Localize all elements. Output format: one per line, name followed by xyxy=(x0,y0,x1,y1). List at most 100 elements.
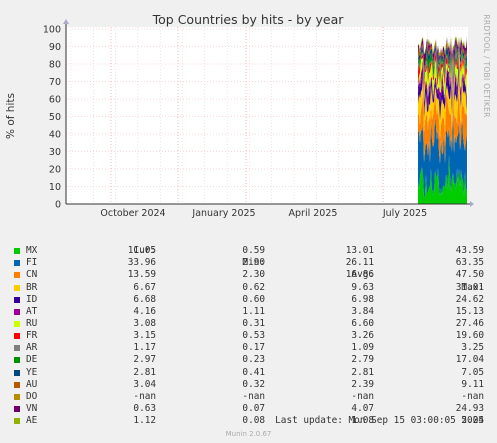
legend-row-ar: AR 1.17 0.17 1.09 3.25 xyxy=(0,342,497,354)
y-tick-label: 50 xyxy=(49,112,61,123)
legend-min: 2.90 xyxy=(242,257,265,269)
legend-name: RU xyxy=(26,317,38,329)
area-fi xyxy=(418,107,467,199)
y-tick-label: 10 xyxy=(49,182,61,193)
legend-min: 1.11 xyxy=(242,305,265,317)
legend-cur: 2.97 xyxy=(133,354,156,366)
legend-name: AU xyxy=(26,378,38,390)
area-de xyxy=(418,45,467,86)
legend-name: ID xyxy=(26,293,38,305)
legend-row-at: AT 4.16 1.11 3.84 15.13 xyxy=(0,306,497,318)
legend-max: 17.04 xyxy=(455,354,484,366)
legend-row-ye: YE 2.81 0.41 2.81 7.05 xyxy=(0,367,497,379)
legend-name: AR xyxy=(26,342,38,354)
y-axis-label: % of hits xyxy=(5,93,17,139)
legend-cur: 6.68 xyxy=(133,293,156,305)
y-tick-label: 90 xyxy=(49,42,61,53)
legend-max: 63.35 xyxy=(455,257,484,269)
legend-max: 24.62 xyxy=(455,293,484,305)
area-br xyxy=(418,68,467,140)
legend-name: FR xyxy=(26,330,38,342)
legend-name: YE xyxy=(26,366,38,378)
legend-row-vn: VN 0.63 0.07 4.07 24.93 xyxy=(0,403,497,415)
legend-swatch xyxy=(14,284,20,291)
legend-max: 47.50 xyxy=(455,269,484,281)
legend-min: 0.53 xyxy=(242,330,265,342)
legend-name: FI xyxy=(26,257,38,269)
legend-avg: 13.01 xyxy=(345,245,374,257)
legend-name: CN xyxy=(26,269,38,281)
legend-avg: 6.60 xyxy=(351,317,374,329)
legend-min: -nan xyxy=(242,390,265,402)
legend-swatch xyxy=(14,357,20,364)
y-tick-label: 0 xyxy=(55,200,61,211)
legend-avg: 26.11 xyxy=(345,257,374,269)
area-at xyxy=(418,55,467,114)
legend-min: 0.07 xyxy=(242,402,265,414)
legend-min: 0.59 xyxy=(242,245,265,257)
y-tick-label: 20 xyxy=(49,165,61,176)
legend-name: AE xyxy=(26,415,38,427)
legend-cur: 1.17 xyxy=(133,342,156,354)
rrdtool-credit: RRDTOOL / TOBI OETIKER xyxy=(482,14,491,117)
legend-row-mx: MX 11.05 0.59 13.01 43.59 xyxy=(0,245,497,257)
legend-min: 0.41 xyxy=(242,366,265,378)
area-mx xyxy=(418,154,467,204)
y-tick-label: 100 xyxy=(43,25,61,36)
y-axis-ticks: 0 10 20 30 40 50 60 70 80 90 100 xyxy=(43,25,61,211)
legend-swatch xyxy=(14,260,20,267)
legend-cur: 6.67 xyxy=(133,281,156,293)
legend-swatch xyxy=(14,381,20,388)
legend-max: 43.59 xyxy=(455,245,484,257)
area-id xyxy=(418,59,467,121)
legend-cur: 2.81 xyxy=(133,366,156,378)
legend-max: -nan xyxy=(461,390,484,402)
area-vn xyxy=(418,37,467,68)
legend-avg: 2.79 xyxy=(351,354,374,366)
legend-row-do: DO -nan -nan -nan -nan xyxy=(0,391,497,403)
legend-min: 0.17 xyxy=(242,342,265,354)
legend-min: 0.62 xyxy=(242,281,265,293)
header-avg: Avg: xyxy=(351,269,374,281)
area-cn xyxy=(418,91,467,164)
legend-max: 5.04 xyxy=(461,415,484,427)
plot-area xyxy=(66,27,468,204)
legend-avg: 2.39 xyxy=(351,378,374,390)
legend-swatch xyxy=(14,296,20,303)
legend-cur: 13.59 xyxy=(127,269,156,281)
legend-min: 0.32 xyxy=(242,378,265,390)
legend-row-ae: AE 1.12 0.08 1.08 5.04 xyxy=(0,415,497,427)
legend-cur: 0.63 xyxy=(133,402,156,414)
y-tick-label: 80 xyxy=(49,60,61,71)
legend-swatch xyxy=(14,320,20,327)
legend-cur: 33.96 xyxy=(127,257,156,269)
x-tick-label: April 2025 xyxy=(289,208,338,219)
legend-swatch xyxy=(14,248,20,255)
legend-avg: 3.84 xyxy=(351,305,374,317)
x-axis-ticks: October 2024 January 2025 April 2025 July 2… xyxy=(100,208,427,219)
legend-name: MX xyxy=(26,245,38,257)
legend-avg: 1.08 xyxy=(351,415,374,427)
legend-row-cn: CN 13.59 2.30 16.86 47.50 xyxy=(0,269,497,281)
last-update: Last update: Mon Sep 15 03:00:05 2025 xyxy=(275,415,484,426)
legend-cur: 1.12 xyxy=(133,415,156,427)
legend-min: 0.31 xyxy=(242,317,265,329)
x-axis-arrow-icon xyxy=(470,201,474,207)
legend-max: 3.25 xyxy=(461,342,484,354)
munin-version: Munin 2.0.67 xyxy=(225,430,272,438)
legend-row-id: ID 6.68 0.60 6.98 24.62 xyxy=(0,294,497,306)
legend-min: 0.60 xyxy=(242,293,265,305)
legend-avg: 9.63 xyxy=(351,281,374,293)
legend-name: DE xyxy=(26,354,38,366)
legend-avg: 16.86 xyxy=(345,269,374,281)
legend-cur: 4.16 xyxy=(133,305,156,317)
legend-swatch xyxy=(14,369,20,376)
header-max: Max: xyxy=(461,281,484,293)
legend-max: 27.46 xyxy=(455,317,484,329)
legend-swatch xyxy=(14,345,20,352)
legend-rows: MX 11.05 0.59 13.01 43.59 FI 33.96 2.90 26.11 63.… xyxy=(0,245,497,427)
legend-swatch xyxy=(14,333,20,340)
header-cur: Cur: xyxy=(133,245,156,257)
legend-cur: -nan xyxy=(133,390,156,402)
stacked-areas xyxy=(418,36,467,204)
